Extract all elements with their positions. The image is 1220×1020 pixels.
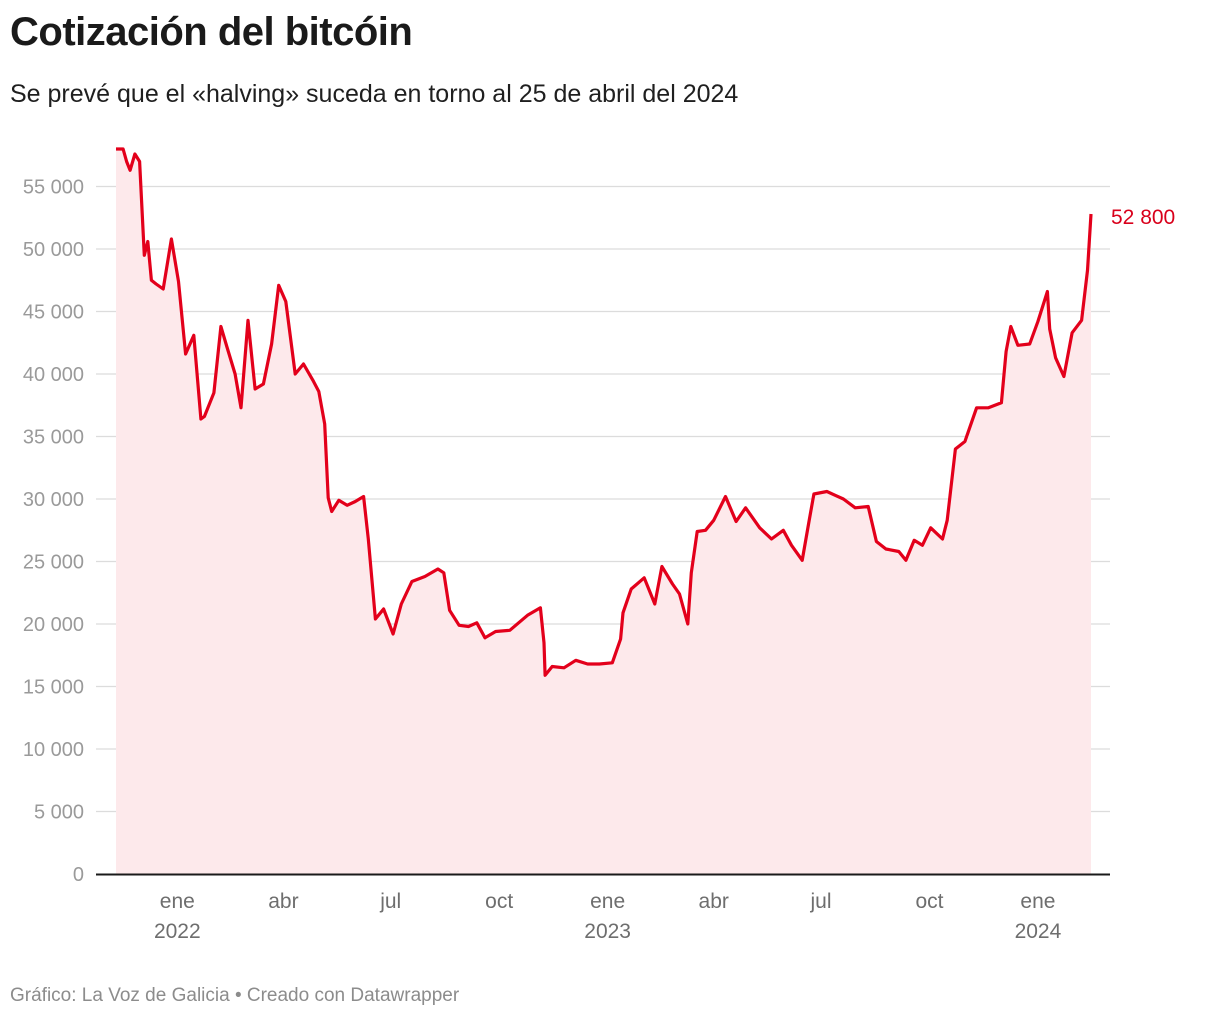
- price-line: [116, 147, 1093, 677]
- x-tick-label: oct: [915, 890, 943, 913]
- y-tick-label: 25 000: [23, 552, 84, 574]
- x-tick-year-label: 2024: [1015, 920, 1062, 943]
- x-tick-year-label: 2023: [584, 920, 631, 943]
- y-tick-label: 50 000: [23, 239, 84, 261]
- chart-title: Cotización del bitcóin: [10, 10, 413, 54]
- last-value-label: 52 800: [1111, 206, 1175, 229]
- y-tick-label: 0: [73, 864, 84, 886]
- x-tick-label: jul: [810, 890, 832, 913]
- y-tick-label: 45 000: [23, 302, 84, 324]
- y-tick-label: 35 000: [23, 427, 84, 449]
- x-tick-label: abr: [268, 890, 298, 913]
- chart-subtitle: Se prevé que el «halving» suceda en torn…: [10, 80, 739, 108]
- y-tick-label: 5 000: [34, 802, 84, 824]
- y-tick-label: 40 000: [23, 364, 84, 386]
- source-credit: Gráfico: La Voz de Galicia • Creado con …: [10, 985, 460, 1006]
- y-tick-label: 10 000: [23, 739, 84, 761]
- x-tick-year-label: 2022: [154, 920, 201, 943]
- y-tick-label: 20 000: [23, 614, 84, 636]
- price-area: [116, 149, 1091, 874]
- y-tick-label: 55 000: [23, 177, 84, 199]
- y-axis-ticks: 0 5 000 10 000 15 000 20 000 25 000 30 000 35 0…: [23, 177, 84, 887]
- x-tick-label: ene: [160, 890, 195, 913]
- x-tick-label: jul: [379, 890, 401, 913]
- y-tick-label: 30 000: [23, 489, 84, 511]
- x-tick-label: ene: [1020, 890, 1055, 913]
- x-tick-label: abr: [699, 890, 729, 913]
- x-tick-label: oct: [485, 890, 513, 913]
- y-tick-label: 15 000: [23, 677, 84, 699]
- x-axis-ticks: ene 2022 abr jul oct ene 2023 abr jul oct ene 2024: [154, 890, 1062, 943]
- x-tick-label: ene: [590, 890, 625, 913]
